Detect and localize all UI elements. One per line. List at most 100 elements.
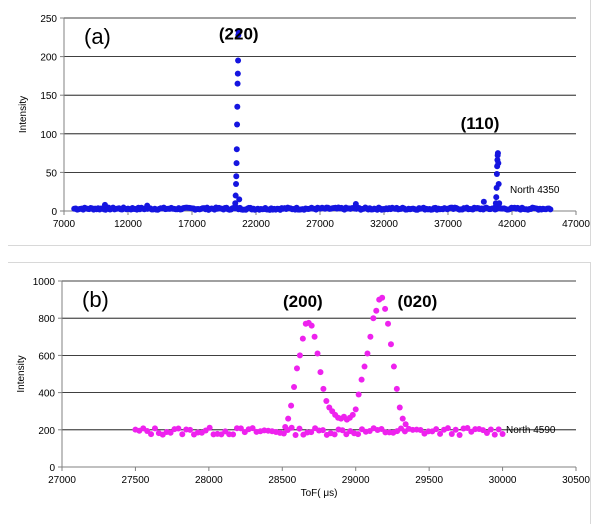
y-tick-label: 0 — [49, 463, 55, 474]
data-point — [496, 200, 503, 207]
data-point — [235, 28, 242, 35]
data-point-baseline — [456, 431, 463, 438]
y-tick-label: 0 — [51, 207, 57, 218]
x-tick-label: 47000 — [562, 219, 590, 230]
data-point-baseline — [167, 429, 174, 436]
x-tick-label: 37000 — [434, 219, 462, 230]
x-tick-label: 42000 — [498, 219, 526, 230]
data-point — [480, 198, 487, 205]
data-point — [493, 170, 500, 177]
data-point-baseline — [499, 431, 506, 438]
data-point — [385, 320, 392, 327]
data-point — [234, 80, 241, 87]
data-point — [234, 103, 241, 110]
x-axis-label: ToF( μs) — [301, 488, 338, 499]
peak-label: (220) — [219, 25, 259, 44]
data-point — [233, 146, 240, 153]
data-point — [288, 402, 295, 409]
data-point — [311, 333, 318, 340]
data-point-baseline — [148, 431, 155, 438]
x-tick-label: 7000 — [53, 219, 76, 230]
data-point — [355, 391, 362, 398]
x-tick-label: 27500 — [122, 475, 150, 486]
data-point-baseline — [249, 425, 256, 432]
data-point — [382, 305, 389, 312]
data-point — [232, 200, 239, 207]
chart-a: 0 50 100 150 200 250 7000 12000 17000 22000 27000 3… — [18, 14, 590, 230]
data-point-baseline — [417, 427, 424, 434]
y-tick-label: 400 — [38, 389, 55, 400]
x-tick-label: 30000 — [489, 475, 517, 486]
data-point — [373, 307, 380, 314]
panel-label: (b) — [82, 287, 109, 312]
data-point — [233, 173, 240, 180]
data-point — [234, 70, 241, 77]
data-point — [399, 415, 406, 422]
data-point — [387, 341, 394, 348]
data-point-baseline — [187, 426, 194, 433]
y-tick-label: 600 — [38, 351, 55, 362]
data-point — [396, 404, 403, 411]
data-point-baseline — [483, 429, 490, 436]
data-point — [496, 204, 503, 211]
data-point — [370, 315, 377, 322]
data-point — [358, 376, 365, 383]
y-tick-label: 150 — [40, 91, 57, 102]
data-point — [379, 294, 386, 301]
peak-label: (110) — [461, 114, 500, 133]
data-point — [233, 160, 240, 167]
data-point-baseline — [339, 427, 346, 434]
data-point — [367, 333, 374, 340]
data-point-baseline — [230, 431, 237, 438]
data-point-baseline — [378, 426, 385, 433]
data-point — [390, 363, 397, 370]
y-tick-label: 800 — [38, 314, 55, 325]
y-axis-label: Intensity — [16, 355, 27, 392]
series-name-label: North 4590 — [506, 425, 556, 436]
data-point — [101, 201, 108, 208]
y-axis-label: Intensity — [18, 96, 29, 133]
data-point-baseline — [175, 425, 182, 432]
x-tick-label: 32000 — [370, 219, 398, 230]
x-tick-label: 30500 — [562, 475, 590, 486]
data-point-baseline — [452, 426, 459, 433]
data-point — [352, 406, 359, 413]
panel-label: (a) — [84, 24, 111, 49]
data-point-baseline — [495, 426, 502, 433]
peak-label: (200) — [283, 292, 323, 311]
data-point — [234, 121, 241, 128]
data-point — [232, 192, 239, 199]
data-point-baseline — [444, 425, 451, 432]
panel-b: 0 200 400 600 800 1000 27000 27500 28000 28500 290… — [0, 258, 593, 526]
x-tick-label: 27000 — [306, 219, 334, 230]
data-point-baseline — [464, 424, 471, 431]
data-point-baseline — [151, 425, 158, 432]
data-point — [320, 385, 327, 392]
data-point-baseline — [280, 430, 287, 437]
data-point — [402, 421, 409, 428]
data-point-baseline — [319, 427, 326, 434]
data-point — [323, 397, 330, 404]
data-point — [282, 424, 289, 431]
x-tick-label: 28500 — [268, 475, 296, 486]
data-point — [291, 384, 298, 391]
y-tick-label: 200 — [40, 53, 57, 64]
data-point — [349, 411, 356, 418]
data-point-baseline — [331, 431, 338, 438]
x-tick-label: 28000 — [195, 475, 223, 486]
data-point-baseline — [491, 431, 498, 438]
y-tick-label: 200 — [38, 426, 55, 437]
x-tick-label: 22000 — [242, 219, 270, 230]
data-point-baseline — [437, 430, 444, 437]
data-point — [293, 365, 300, 372]
data-point — [495, 180, 502, 187]
panel-a-frame — [8, 0, 591, 246]
data-point — [364, 350, 371, 357]
y-tick-label: 250 — [40, 14, 57, 25]
x-tick-label: 12000 — [114, 219, 142, 230]
data-point-baseline — [206, 424, 213, 431]
y-tick-label: 50 — [46, 168, 58, 179]
data-point-baseline — [433, 426, 440, 433]
data-point — [236, 196, 243, 203]
panel-a: 0 50 100 150 200 250 7000 12000 17000 22000 27000 3… — [0, 0, 593, 250]
